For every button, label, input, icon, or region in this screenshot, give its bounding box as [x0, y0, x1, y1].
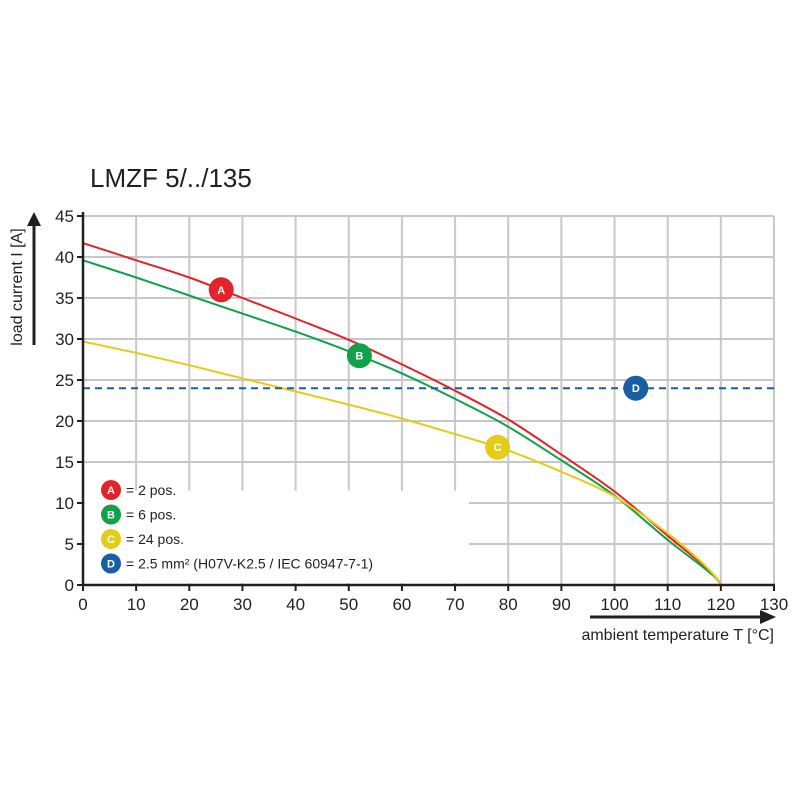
x-tick-label: 100 [600, 595, 628, 614]
y-axis-label: load current I [A] [9, 228, 26, 345]
x-tick-label: 110 [654, 595, 681, 614]
y-tick-label: 10 [55, 494, 74, 513]
x-tick-label: 120 [707, 595, 735, 614]
legend-label-A: = 2 pos. [126, 482, 176, 498]
legend: A = 2 pos. B = 6 pos. C = 24 pos. D = 2.5 mm² (… [101, 480, 373, 574]
marker-label-B: B [355, 351, 363, 363]
y-tick-label: 30 [55, 330, 74, 349]
marker-label-A: A [217, 285, 225, 297]
x-tick-label: 50 [339, 595, 358, 614]
x-tick-label: 20 [180, 595, 199, 614]
y-axis-arrow-head [27, 212, 41, 226]
y-tick-label: 40 [55, 248, 74, 267]
y-tick-label: 20 [55, 412, 74, 431]
legend-marker-D [101, 553, 121, 574]
x-tick-label: 0 [78, 595, 87, 614]
legend-marker-A [101, 480, 121, 500]
x-tick-label: 60 [392, 595, 411, 614]
y-tick-label: 35 [55, 289, 74, 308]
legend-label-D: = 2.5 mm² (H07V-K2.5 / IEC 60947-7-1) [126, 556, 373, 572]
x-tick-label: 90 [552, 595, 571, 614]
legend-marker-label-A: A [107, 485, 115, 497]
y-tick-label: 45 [55, 207, 74, 226]
series-line-C [82, 340, 722, 586]
series-lines [82, 242, 774, 586]
marker-A [208, 277, 234, 303]
series-markers: A B C D [208, 277, 649, 460]
marker-C [485, 434, 511, 460]
legend-marker-C [101, 529, 121, 549]
y-tick-label: 15 [55, 453, 74, 472]
marker-label-C: C [494, 442, 502, 454]
legend-marker-B [101, 504, 121, 525]
axes: 0 10 20 30 40 50 60 70 80 90 100 110 120 130 0 5 10 15 20 2… [27, 207, 788, 624]
x-axis-label: ambient temperature T [°C] [581, 627, 774, 644]
x-tick-label: 30 [233, 595, 252, 614]
x-tick-label: 70 [446, 595, 465, 614]
legend-marker-label-D: D [107, 559, 115, 571]
x-tick-label: 10 [127, 595, 146, 614]
x-tick-label: 130 [760, 595, 788, 614]
series-line-A [82, 242, 722, 586]
legend-label-C: = 24 pos. [126, 531, 184, 547]
legend-label-B: = 6 pos. [126, 507, 176, 523]
y-tick-label: 0 [65, 576, 74, 595]
series-line-B [82, 259, 722, 586]
y-tick-label: 25 [55, 371, 74, 390]
legend-marker-label-C: C [107, 534, 115, 546]
marker-label-D: D [632, 383, 640, 395]
x-tick-label: 40 [286, 595, 305, 614]
y-tick-label: 5 [65, 535, 74, 554]
x-tick-label: 80 [499, 595, 518, 614]
x-axis-arrow-head [760, 610, 776, 624]
marker-B [346, 343, 372, 369]
legend-background [85, 490, 469, 583]
marker-D [623, 375, 649, 401]
legend-marker-label-B: B [107, 510, 115, 522]
chart-title: LMZF 5/../135 [90, 163, 252, 193]
